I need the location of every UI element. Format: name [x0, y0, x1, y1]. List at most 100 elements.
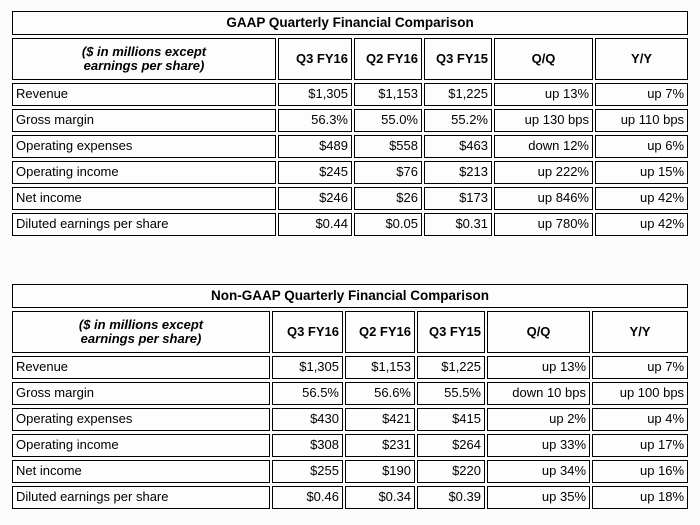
row-label: Operating income — [12, 434, 270, 457]
corner-header: ($ in millions except earnings per share) — [12, 311, 270, 353]
cell-value: up 17% — [592, 434, 689, 457]
cell-value: 55.0% — [354, 109, 422, 132]
column-header: Q3 FY16 — [278, 38, 352, 80]
cell-value: $421 — [345, 408, 415, 431]
table-header-row: ($ in millions except earnings per share)… — [12, 311, 689, 353]
cell-value: $26 — [354, 187, 422, 210]
cell-value: $173 — [424, 187, 492, 210]
cell-value: up 4% — [592, 408, 689, 431]
corner-header-line2: earnings per share) — [80, 331, 202, 346]
cell-value: $0.05 — [354, 213, 422, 236]
table-row: Gross margin 56.5% 56.6% 55.5% down 10 bps up… — [12, 382, 689, 405]
table-row: Revenue $1,305 $1,153 $1,225 up 13% up 7% — [12, 83, 689, 106]
row-label: Diluted earnings per share — [12, 213, 276, 236]
table-title-row: GAAP Quarterly Financial Comparison — [12, 11, 689, 35]
cell-value: up 15% — [595, 161, 689, 184]
cell-value: up 16% — [592, 460, 689, 483]
row-label: Revenue — [12, 83, 276, 106]
cell-value: up 130 bps — [494, 109, 593, 132]
cell-value: $0.44 — [278, 213, 352, 236]
table-title: GAAP Quarterly Financial Comparison — [12, 11, 689, 35]
table-row: Diluted earnings per share $0.44 $0.05 $0.3… — [12, 213, 689, 236]
row-label: Operating income — [12, 161, 276, 184]
table-row: Operating expenses $430 $421 $415 up 2% up 4% — [12, 408, 689, 431]
corner-header-line1: ($ in millions except — [81, 43, 207, 59]
cell-value: $558 — [354, 135, 422, 158]
row-label: Revenue — [12, 356, 270, 379]
cell-value: up 100 bps — [592, 382, 689, 405]
cell-value: $190 — [345, 460, 415, 483]
cell-value: 56.6% — [345, 382, 415, 405]
row-label: Gross margin — [12, 109, 276, 132]
cell-value: 55.2% — [424, 109, 492, 132]
cell-value: $246 — [278, 187, 352, 210]
table-row: Net income $246 $26 $173 up 846% up 42% — [12, 187, 689, 210]
column-header: Q/Q — [494, 38, 593, 80]
cell-value: $0.46 — [272, 486, 343, 509]
cell-value: down 10 bps — [487, 382, 590, 405]
table-title: Non-GAAP Quarterly Financial Comparison — [12, 284, 689, 308]
table-row: Diluted earnings per share $0.46 $0.34 $0.3… — [12, 486, 689, 509]
corner-header-line1: ($ in millions except — [78, 316, 204, 332]
cell-value: up 110 bps — [595, 109, 689, 132]
cell-value: up 34% — [487, 460, 590, 483]
cell-value: $245 — [278, 161, 352, 184]
cell-value: up 18% — [592, 486, 689, 509]
cell-value: $463 — [424, 135, 492, 158]
cell-value: 55.5% — [417, 382, 485, 405]
corner-header: ($ in millions except earnings per share) — [12, 38, 276, 80]
row-label: Net income — [12, 187, 276, 210]
cell-value: $1,305 — [272, 356, 343, 379]
cell-value: up 42% — [595, 213, 689, 236]
cell-value: $1,225 — [417, 356, 485, 379]
cell-value: up 846% — [494, 187, 593, 210]
cell-value: $415 — [417, 408, 485, 431]
gaap-comparison-table: GAAP Quarterly Financial Comparison ($ in… — [10, 8, 690, 239]
cell-value: up 2% — [487, 408, 590, 431]
cell-value: $255 — [272, 460, 343, 483]
cell-value: up 42% — [595, 187, 689, 210]
column-header: Q3 FY15 — [424, 38, 492, 80]
cell-value: $430 — [272, 408, 343, 431]
column-header: Q2 FY16 — [354, 38, 422, 80]
cell-value: $1,225 — [424, 83, 492, 106]
row-label: Operating expenses — [12, 135, 276, 158]
cell-value: $0.39 — [417, 486, 485, 509]
table-row: Operating income $245 $76 $213 up 222% up 15% — [12, 161, 689, 184]
table-header-row: ($ in millions except earnings per share)… — [12, 38, 689, 80]
non-gaap-comparison-table: Non-GAAP Quarterly Financial Comparison (… — [10, 281, 690, 512]
cell-value: 56.3% — [278, 109, 352, 132]
column-header: Y/Y — [595, 38, 689, 80]
cell-value: down 12% — [494, 135, 593, 158]
column-header: Q/Q — [487, 311, 590, 353]
cell-value: $0.31 — [424, 213, 492, 236]
cell-value: $231 — [345, 434, 415, 457]
cell-value: $76 — [354, 161, 422, 184]
cell-value: $1,305 — [278, 83, 352, 106]
cell-value: $308 — [272, 434, 343, 457]
column-header: Q2 FY16 — [345, 311, 415, 353]
cell-value: $489 — [278, 135, 352, 158]
cell-value: up 13% — [487, 356, 590, 379]
row-label: Diluted earnings per share — [12, 486, 270, 509]
row-label: Operating expenses — [12, 408, 270, 431]
table-title-row: Non-GAAP Quarterly Financial Comparison — [12, 284, 689, 308]
cell-value: $1,153 — [345, 356, 415, 379]
table-row: Operating expenses $489 $558 $463 down 12% up… — [12, 135, 689, 158]
table-row: Operating income $308 $231 $264 up 33% up 17% — [12, 434, 689, 457]
cell-value: up 13% — [494, 83, 593, 106]
table-row: Gross margin 56.3% 55.0% 55.2% up 130 bps up … — [12, 109, 689, 132]
cell-value: $0.34 — [345, 486, 415, 509]
column-header: Q3 FY16 — [272, 311, 343, 353]
column-header: Q3 FY15 — [417, 311, 485, 353]
cell-value: up 7% — [592, 356, 689, 379]
cell-value: 56.5% — [272, 382, 343, 405]
row-label: Gross margin — [12, 382, 270, 405]
row-label: Net income — [12, 460, 270, 483]
table-row: Net income $255 $190 $220 up 34% up 16% — [12, 460, 689, 483]
cell-value: up 780% — [494, 213, 593, 236]
corner-header-line2: earnings per share) — [83, 58, 205, 73]
cell-value: up 33% — [487, 434, 590, 457]
table-row: Revenue $1,305 $1,153 $1,225 up 13% up 7% — [12, 356, 689, 379]
